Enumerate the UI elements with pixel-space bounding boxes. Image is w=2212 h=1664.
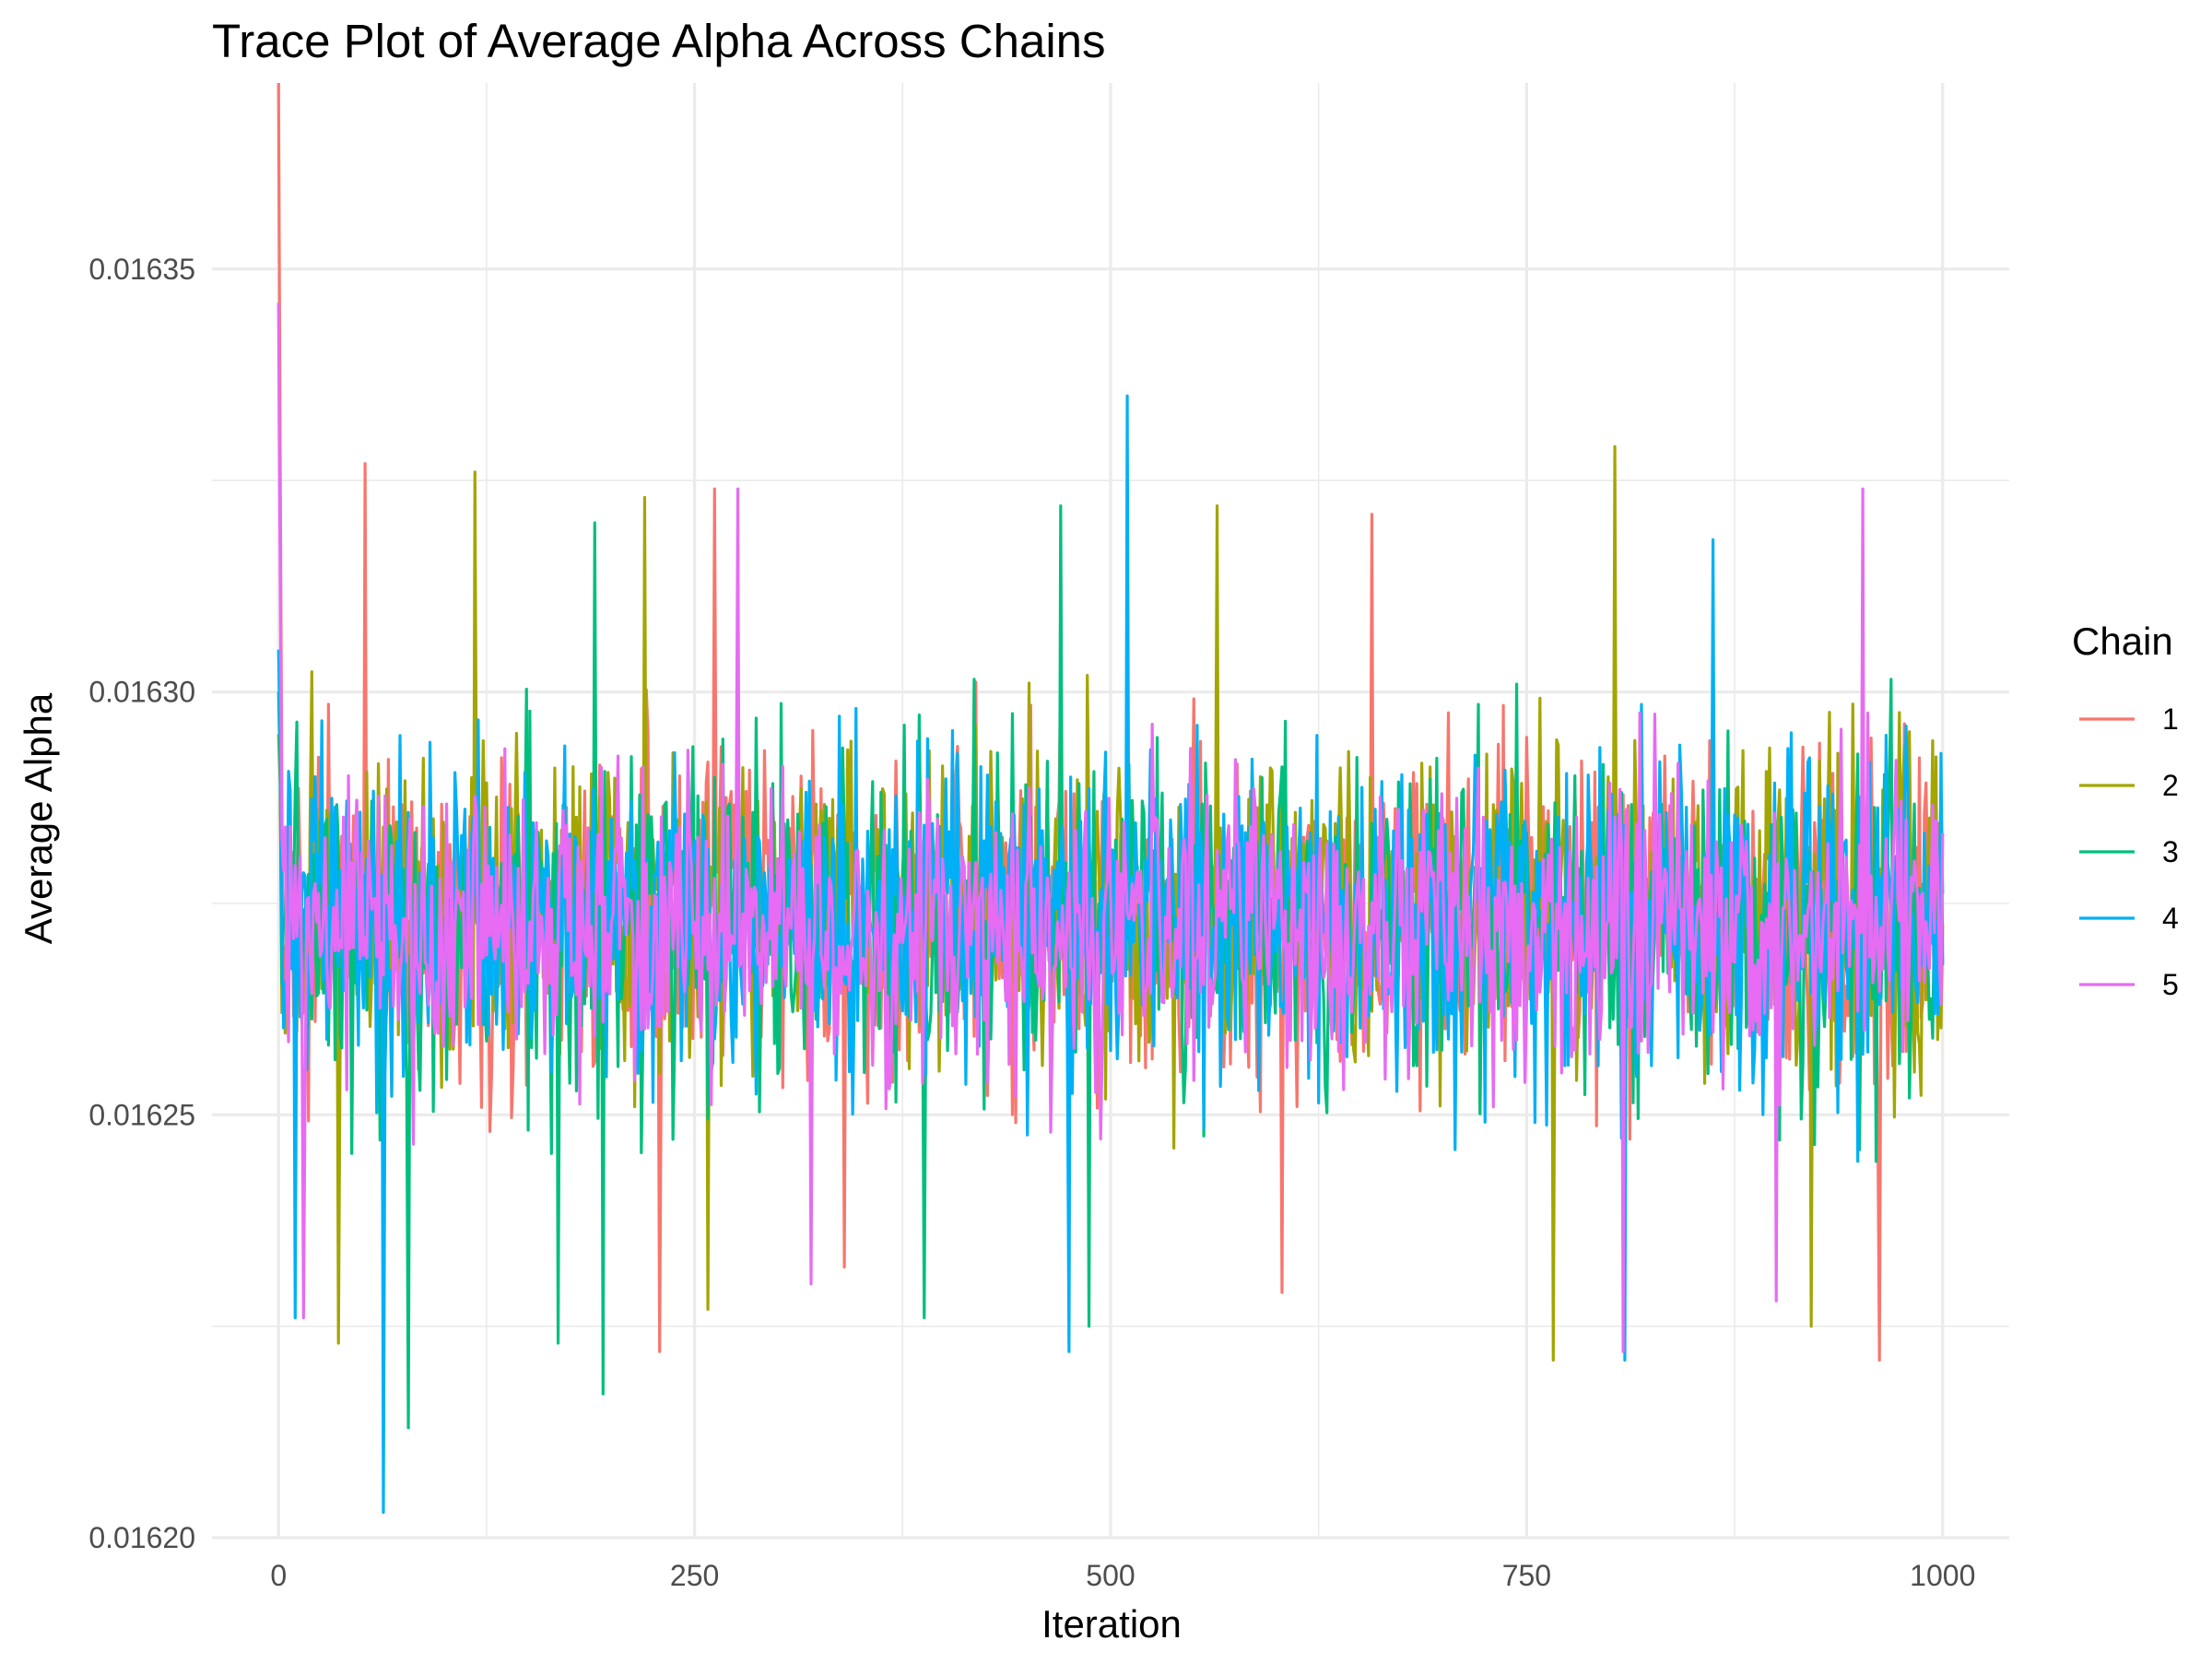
y-tick-label: 0.01635 [88,253,195,286]
legend-label-chain-5: 5 [2162,968,2179,1001]
legend-label-chain-4: 4 [2162,902,2179,935]
x-tick-label: 750 [1502,1559,1551,1592]
series-line-chain-5 [276,302,1945,1353]
legend: Chain 1 2 3 4 5 [2072,620,2179,1001]
legend-label-chain-3: 3 [2162,835,2179,868]
y-tick-label: 0.01625 [88,1098,195,1131]
x-tick-label: 500 [1086,1559,1135,1592]
chart-title: Trace Plot of Average Alpha Across Chain… [212,15,1106,67]
y-tick-label: 0.01630 [88,676,195,709]
legend-label-chain-1: 1 [2162,702,2179,736]
x-tick-label: 1000 [1910,1559,1975,1592]
legend-items: 1 2 3 4 5 [2079,702,2179,1001]
x-tick-label: 250 [670,1559,719,1592]
legend-title: Chain [2072,620,2173,663]
x-axis-title: Iteration [1041,1602,1182,1646]
y-axis-title: Average Alpha [17,692,60,944]
series-lines [276,82,1945,1515]
y-tick-label: 0.01620 [88,1521,195,1554]
x-tick-label: 0 [270,1559,287,1592]
x-axis-ticks: 0 250 500 750 1000 [270,1559,1975,1592]
y-axis-ticks: 0.01620 0.01625 0.01630 0.01635 [88,253,195,1554]
legend-label-chain-2: 2 [2162,769,2179,802]
